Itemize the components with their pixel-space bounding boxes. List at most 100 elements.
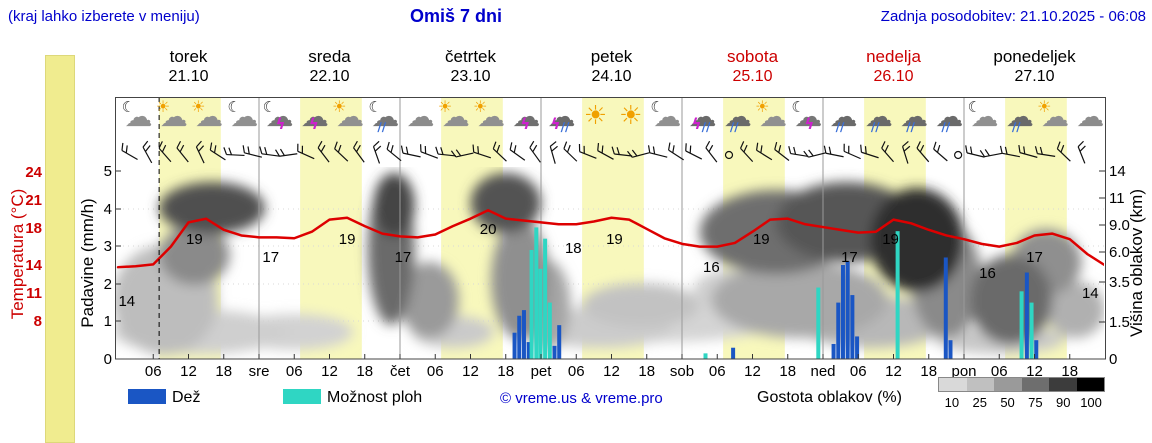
precip-tick-label: 1 — [103, 313, 112, 330]
cloud-icon: ☁ — [371, 100, 400, 133]
rain-bar — [855, 336, 860, 359]
density-segment — [966, 378, 994, 391]
wind-barb-icon — [209, 142, 226, 161]
wind-barb-icon — [275, 148, 298, 157]
wind-barb-icon — [965, 145, 985, 158]
x-tick-label: sre — [248, 363, 270, 380]
temp-point-label: 14 — [1081, 285, 1099, 303]
wind-barb-icon — [999, 145, 1020, 158]
wind-barb-icon — [195, 140, 205, 164]
raindrops-icon: ∕∕ — [701, 120, 711, 134]
cloud-icon: ☁ — [512, 100, 541, 133]
weather-icon-moon-cloud: ☾ ☁ — [967, 100, 1003, 136]
weather-icon-rain: ☁ ∕∕ — [826, 100, 862, 136]
weather-icon-sun-cloud: ☀ ☁ — [191, 99, 227, 136]
copyright-link[interactable]: © vreme.us & vreme.pro — [500, 390, 663, 407]
cloud-icon: ☁ — [759, 100, 788, 133]
cloud-density-ticks: 10 25 50 75 90 100 — [938, 395, 1105, 410]
shower-bar — [538, 268, 543, 359]
wind-barb-icon — [902, 141, 911, 164]
day-header: petek 24.10 — [591, 47, 633, 88]
rain-bar — [517, 315, 522, 359]
calm-wind-icon — [954, 150, 963, 160]
lightning-icon: ϟ — [520, 115, 531, 133]
day-header: torek 21.10 — [168, 47, 208, 88]
x-tick-label: 06 — [144, 363, 162, 380]
weather-icon-rain: ☁ ∕∕ — [931, 100, 967, 136]
day-header: nedelja 26.10 — [866, 47, 921, 88]
cloud-icon: ☁ — [336, 100, 365, 133]
x-tick-label: 12 — [462, 363, 479, 380]
rain-legend-swatch — [128, 389, 166, 404]
weather-icon-sun: ☀ — [614, 100, 650, 136]
temp-tick-label: 11 — [26, 285, 42, 302]
shower-bar — [703, 353, 708, 359]
weather-icon-moon-cloud: ☾ ☁ — [121, 100, 157, 136]
cloud-icon: ☁ — [230, 100, 259, 133]
temp-tick-label: 24 — [25, 164, 42, 181]
x-tick-label: 12 — [321, 363, 338, 380]
day-header: sobota 25.10 — [727, 47, 778, 88]
density-segment — [1021, 378, 1049, 391]
day-name: sobota — [726, 47, 779, 66]
cloud-tick-label: 14 — [1109, 163, 1126, 180]
wind-barb-icon — [353, 140, 365, 163]
cloud-tick-label: 9.0 — [1109, 217, 1130, 234]
cloud-icon: ☁ — [477, 100, 506, 133]
day-name: nedelja — [866, 47, 921, 66]
cloud-density-scale — [938, 377, 1105, 392]
day-date: 23.10 — [450, 68, 491, 86]
wind-barb-icon — [755, 142, 773, 161]
cloud-blob — [711, 262, 888, 338]
raindrops-icon: ∕∕ — [870, 120, 880, 134]
shower-bar — [529, 249, 534, 359]
temp-point-label: 17 — [394, 249, 412, 267]
lightning-icon: ϟ — [804, 115, 815, 133]
sun-icon: ☀ — [755, 97, 770, 116]
wind-barb-icon — [450, 149, 474, 158]
shower-bar — [543, 238, 548, 359]
x-tick-label: 06 — [567, 363, 585, 380]
x-tick-label: pon — [951, 363, 977, 380]
x-tick-label: 06 — [849, 363, 867, 380]
raindrops-icon: ∕∕ — [1011, 120, 1021, 134]
sun-icon: ☀ — [332, 97, 347, 116]
x-tick-label: 12 — [885, 363, 902, 380]
wind-barb-icon — [121, 142, 138, 161]
x-tick-label: 12 — [744, 363, 761, 380]
cloud-icon: ☁ — [794, 100, 823, 133]
lightning-icon: ϟ — [275, 115, 286, 133]
location-menu-hint: (kraj lahko izberete v meniju) — [8, 8, 200, 25]
weather-icon-storm: ☁ ϟ — [508, 100, 544, 136]
density-tick-label: 100 — [1080, 395, 1102, 410]
cloud-tick-label: 11 — [1109, 190, 1125, 207]
rain-bar — [512, 332, 517, 359]
x-tick-label: 06 — [285, 363, 303, 380]
cloud-icon: ☁ — [300, 100, 329, 133]
weather-icon-cloud: ☁ — [1072, 100, 1108, 136]
shower-bar — [1019, 291, 1024, 359]
weather-icon-sun-cloud: ☀ ☁ — [332, 97, 368, 136]
moon-icon: ☾ — [368, 98, 382, 116]
wind-barb-icon — [611, 146, 633, 157]
weather-icon-rain: ☁ ∕∕ — [1002, 100, 1038, 136]
wind-barb-icon — [297, 143, 315, 160]
density-segment — [994, 378, 1022, 391]
rain-bar — [521, 310, 526, 359]
weather-icon-storm-rain: ☁ ϟ ∕∕ — [544, 100, 580, 136]
wind-barb-icon — [881, 141, 894, 163]
weather-icon-moon-storm: ☾ ☁ ϟ — [790, 100, 826, 136]
wind-barb-icon — [803, 149, 827, 158]
rain-bar — [731, 347, 736, 359]
cloud-icon: ☁ — [723, 100, 752, 133]
wind-barb-icon — [400, 145, 421, 158]
weather-icon-sun-cloud: ☀ ☁ — [473, 99, 509, 136]
wind-barb-icon — [788, 146, 809, 158]
weather-icon-sun-cloud: ☀ ☁ — [438, 99, 474, 136]
cloud-blob — [870, 188, 964, 292]
day-name: ponedeljek — [993, 47, 1076, 66]
wind-barb-icon — [1018, 145, 1038, 158]
day-date: 21.10 — [168, 68, 209, 86]
rain-bar — [850, 295, 855, 359]
